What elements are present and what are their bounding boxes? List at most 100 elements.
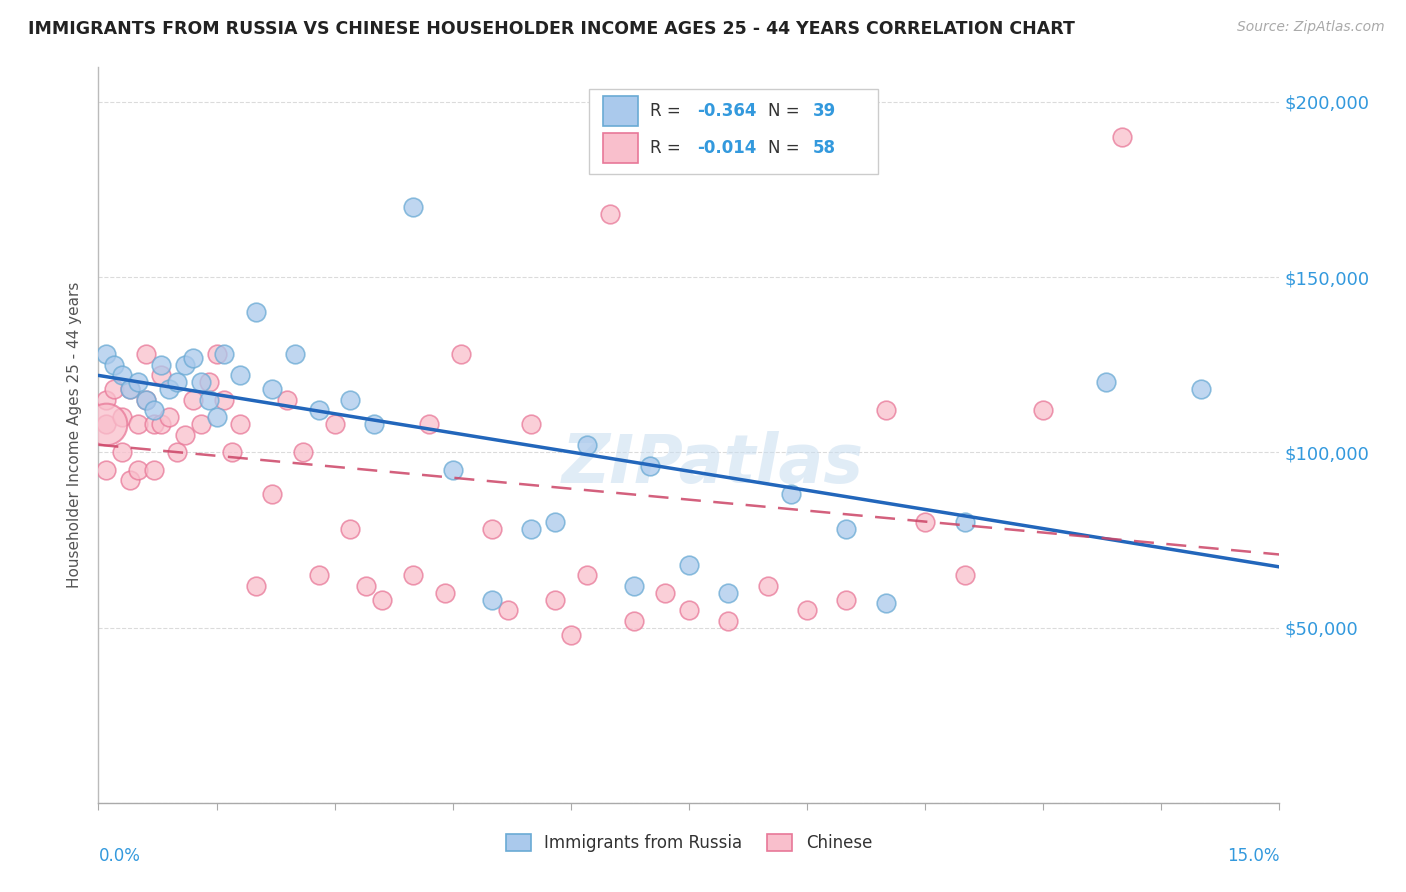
Point (450, 347, 472, 361)
Point (363, 417, 385, 432)
Point (481, 523, 503, 537)
Point (1032, 403, 1054, 417)
Point (111, 410, 134, 425)
Point (284, 347, 307, 361)
Point (214, 392, 236, 407)
Point (418, 417, 440, 432)
Point (308, 568, 330, 582)
Text: 0.0%: 0.0% (98, 847, 141, 865)
Text: R =: R = (650, 139, 686, 157)
Point (496, 603, 519, 617)
Text: 15.0%: 15.0% (1227, 847, 1279, 865)
Point (835, 523, 858, 537)
Point (339, 523, 361, 537)
Legend: Immigrants from Russia, Chinese: Immigrants from Russia, Chinese (498, 826, 880, 861)
Point (953, 516, 976, 530)
Point (135, 392, 157, 407)
Point (127, 417, 149, 432)
Point (96, 392, 118, 407)
Point (623, 578, 645, 592)
Point (118, 382, 141, 396)
Point (96, 417, 118, 432)
Point (441, 463, 464, 477)
Point (103, 382, 125, 396)
Point (157, 382, 180, 396)
Point (654, 585, 676, 599)
Point (544, 592, 567, 607)
Point (103, 358, 125, 372)
Point (150, 358, 173, 372)
Point (181, 351, 204, 365)
Point (678, 558, 700, 572)
Point (780, 487, 803, 501)
Point (166, 376, 188, 390)
Point (1111, 130, 1133, 145)
Point (1095, 376, 1118, 390)
Point (111, 368, 134, 383)
Point (197, 392, 219, 407)
Point (135, 392, 157, 407)
Point (118, 474, 141, 488)
Point (402, 200, 425, 214)
Point (142, 417, 165, 432)
Point (221, 445, 243, 459)
Point (205, 410, 228, 425)
Y-axis label: Householder Income Ages 25 - 44 years: Householder Income Ages 25 - 44 years (67, 282, 83, 588)
Point (127, 376, 149, 390)
Point (96, 417, 118, 432)
Point (111, 445, 134, 459)
Point (174, 427, 197, 442)
Point (678, 603, 700, 617)
Point (875, 596, 897, 610)
Text: Source: ZipAtlas.com: Source: ZipAtlas.com (1237, 20, 1385, 34)
Point (150, 368, 173, 383)
Point (520, 417, 543, 432)
Point (166, 445, 188, 459)
Text: N =: N = (768, 102, 806, 120)
Point (127, 463, 149, 477)
Point (339, 392, 361, 407)
Point (835, 592, 858, 607)
Text: 39: 39 (813, 102, 837, 120)
Point (245, 305, 267, 319)
Point (914, 516, 936, 530)
Point (205, 347, 228, 361)
Point (229, 417, 252, 432)
Point (756, 578, 779, 592)
Text: ZIPatlas: ZIPatlas (561, 432, 863, 497)
Point (190, 417, 212, 432)
Point (308, 403, 330, 417)
Point (575, 438, 598, 452)
Point (245, 578, 267, 592)
Point (118, 382, 141, 396)
Point (599, 207, 621, 221)
Point (544, 516, 567, 530)
Point (323, 417, 346, 432)
Point (953, 568, 976, 582)
Point (174, 358, 197, 372)
Point (142, 463, 165, 477)
Text: 58: 58 (813, 139, 837, 157)
FancyBboxPatch shape (603, 96, 638, 126)
Point (717, 614, 740, 628)
Text: R =: R = (650, 102, 686, 120)
FancyBboxPatch shape (603, 133, 638, 162)
Point (276, 392, 298, 407)
Text: N =: N = (768, 139, 806, 157)
Point (260, 487, 283, 501)
Point (1189, 382, 1212, 396)
Point (433, 585, 456, 599)
Point (157, 410, 180, 425)
Point (575, 568, 598, 582)
Point (214, 347, 236, 361)
Point (623, 614, 645, 628)
Point (181, 392, 204, 407)
Point (520, 523, 543, 537)
Point (197, 376, 219, 390)
Text: IMMIGRANTS FROM RUSSIA VS CHINESE HOUSEHOLDER INCOME AGES 25 - 44 YEARS CORRELAT: IMMIGRANTS FROM RUSSIA VS CHINESE HOUSEH… (28, 20, 1076, 37)
Point (142, 403, 165, 417)
Point (260, 382, 283, 396)
Point (229, 368, 252, 383)
Point (354, 578, 377, 592)
Text: -0.364: -0.364 (697, 102, 756, 120)
